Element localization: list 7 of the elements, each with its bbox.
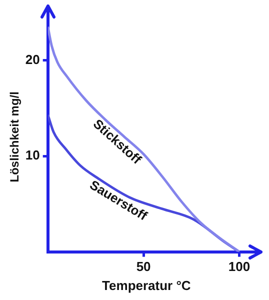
x-tick-label: 50 (136, 259, 151, 274)
line-series (48, 26, 241, 252)
y-axis-title: Löslichkeit mg/l (8, 92, 22, 182)
x-axis-title: Temperatur °C (102, 278, 192, 293)
x-tick-label: 100 (228, 259, 250, 274)
y-tick-label: 10 (25, 148, 40, 163)
y-tick-label: 20 (25, 52, 40, 67)
